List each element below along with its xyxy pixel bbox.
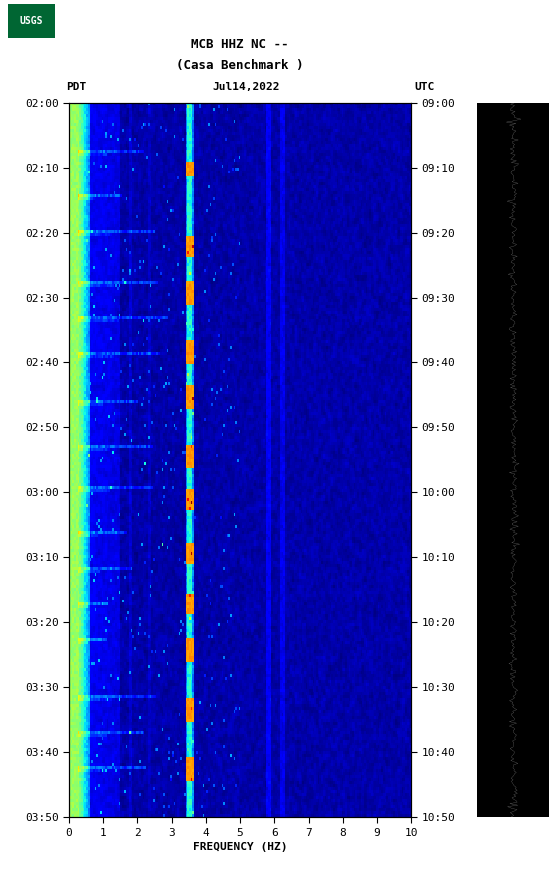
Text: UTC: UTC xyxy=(414,81,434,92)
Text: USGS: USGS xyxy=(20,16,44,26)
Text: PDT: PDT xyxy=(66,81,87,92)
X-axis label: FREQUENCY (HZ): FREQUENCY (HZ) xyxy=(193,842,288,852)
Text: MCB HHZ NC --: MCB HHZ NC -- xyxy=(192,38,289,51)
Text: (Casa Benchmark ): (Casa Benchmark ) xyxy=(177,59,304,71)
Text: Jul14,2022: Jul14,2022 xyxy=(213,81,280,92)
